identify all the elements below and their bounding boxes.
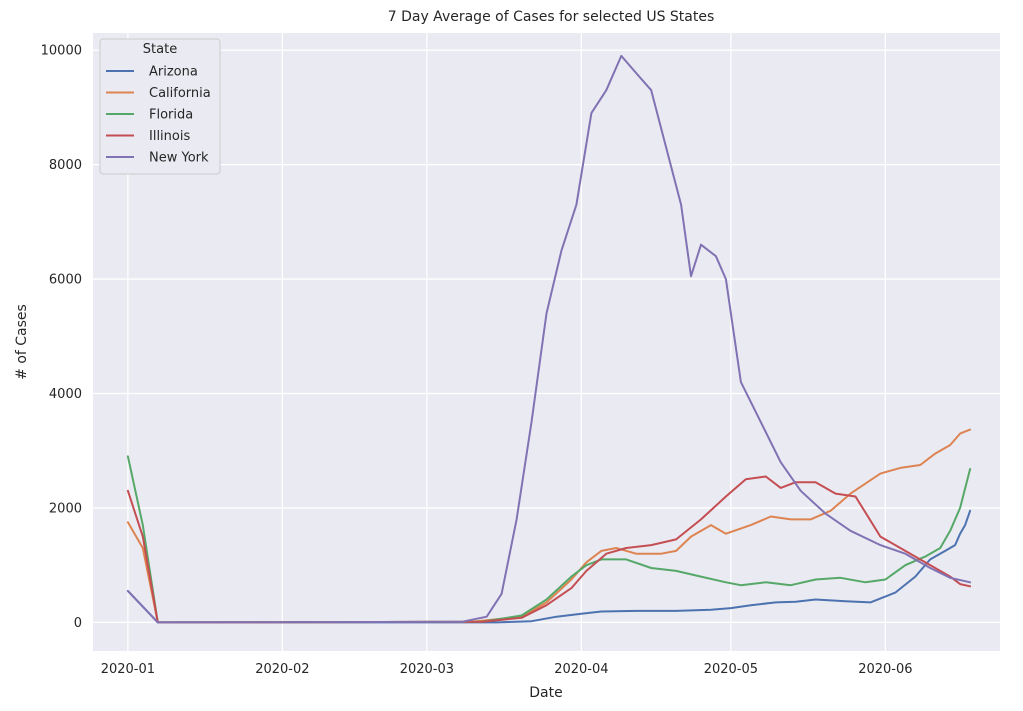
y-tick-label: 0	[74, 616, 82, 631]
series-line-new-york	[126, 54, 972, 624]
legend-label-new-york: New York	[149, 151, 209, 166]
x-tick-label: 2020-03	[400, 662, 454, 677]
y-tick-label: 2000	[49, 501, 82, 516]
x-tick-label: 2020-02	[255, 662, 309, 677]
legend-title: State	[143, 42, 177, 57]
series-lines	[126, 54, 972, 624]
y-axis-ticks: 0 2000 4000 6000 8000 10000	[41, 44, 82, 631]
y-tick-label: 10000	[41, 44, 82, 59]
x-axis-ticks: 2020-01 2020-02 2020-03 2020-04 2020-05 2020-…	[101, 662, 913, 677]
grid-lines	[93, 33, 1000, 651]
plot-area	[93, 33, 1000, 651]
y-tick-label: 4000	[49, 387, 82, 402]
legend-label-arizona: Arizona	[149, 65, 198, 80]
legend-box	[99, 38, 221, 175]
legend-label-illinois: Illinois	[149, 129, 190, 144]
legend-items: Arizona California Florida Illinois New York	[106, 65, 211, 166]
chart-title: 7 Day Average of Cases for selected US S…	[388, 9, 715, 25]
series-line-california	[126, 428, 972, 624]
x-axis-title: Date	[529, 685, 562, 701]
x-tick-label: 2020-04	[554, 662, 608, 677]
x-tick-label: 2020-06	[858, 662, 912, 677]
x-tick-label: 2020-01	[101, 662, 155, 677]
legend-label-california: California	[149, 86, 211, 101]
series-line-arizona	[126, 509, 972, 624]
legend: State Arizona California Florida Illinois Ne…	[99, 38, 221, 175]
y-axis-title: # of Cases	[14, 304, 30, 380]
legend-label-florida: Florida	[149, 108, 193, 123]
x-tick-label: 2020-05	[704, 662, 758, 677]
y-tick-label: 6000	[49, 273, 82, 288]
y-tick-label: 8000	[49, 158, 82, 173]
series-line-illinois	[126, 475, 972, 624]
